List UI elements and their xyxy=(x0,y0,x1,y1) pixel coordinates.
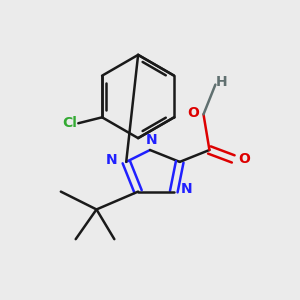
Text: H: H xyxy=(215,75,227,88)
Text: Cl: Cl xyxy=(62,116,77,130)
Text: N: N xyxy=(106,153,118,167)
Text: O: O xyxy=(187,106,199,120)
Text: N: N xyxy=(180,182,192,196)
Text: N: N xyxy=(146,134,157,148)
Text: O: O xyxy=(238,152,250,166)
